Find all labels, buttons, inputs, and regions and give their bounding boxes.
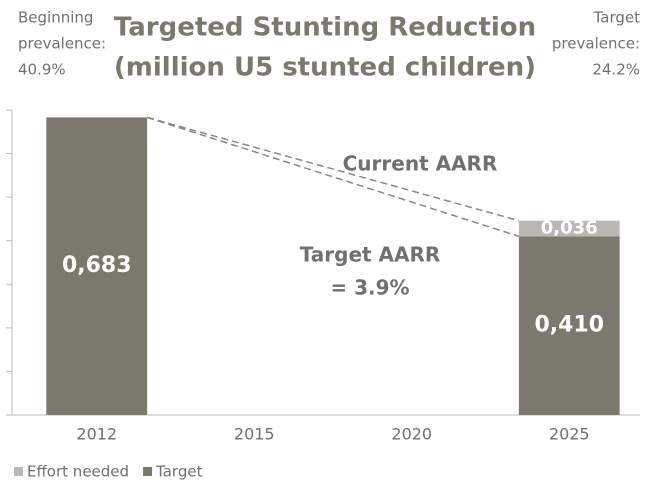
chart-title: Targeted Stunting Reduction [114,13,536,43]
bar [518,220,620,237]
data-label: 0,410 [534,313,604,338]
note: 40.9% [18,61,66,79]
target-trend [146,116,520,238]
legend-label: Target [155,463,203,481]
x-tick-label: 2020 [391,425,432,444]
legend-label: Effort needed [27,463,129,481]
bar [518,236,620,415]
legend-swatch [14,467,23,476]
x-tick-label: 2012 [76,425,117,444]
data-label: 0,683 [62,253,132,278]
current-trend [146,116,520,222]
legend-swatch [143,467,153,476]
note: prevalence: [552,35,640,53]
note: 24.2% [592,61,640,79]
x-tick-label: 2015 [234,425,275,444]
note: prevalence: [18,35,106,53]
annotation: = 3.9% [330,276,409,300]
bar [46,117,148,416]
data-label: 0,036 [541,218,598,239]
annotation: Target AARR [300,243,441,267]
annotation: Current AARR [343,152,498,176]
note: Beginning [18,9,93,27]
chart-title: (million U5 stunted children) [114,53,536,83]
note: Target [593,9,641,27]
x-tick-label: 2025 [549,425,590,444]
